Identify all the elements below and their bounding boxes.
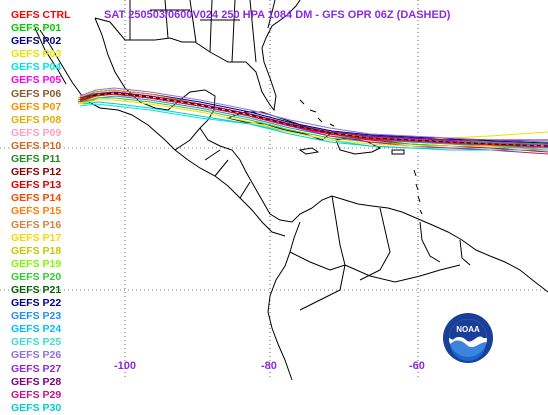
legend-entry: GEFS P01: [11, 22, 62, 35]
baja-california: [34, 27, 67, 85]
legend-entry: GEFS P08: [11, 113, 62, 126]
legend-entry: GEFS P24: [11, 323, 62, 336]
legend-entry: GEFS P23: [11, 310, 62, 323]
legend-entry: GEFS P12: [11, 166, 62, 179]
gfs-operational-contour: [79, 92, 548, 147]
longitude-label: -80: [261, 360, 277, 372]
legend-entry: GEFS P06: [11, 87, 62, 100]
longitude-label: -60: [409, 360, 425, 372]
legend-entry: GEFS P07: [11, 100, 62, 113]
legend-entry: GEFS P17: [11, 231, 62, 244]
legend-entry: GEFS P10: [11, 139, 62, 152]
legend-entry: GEFS P03: [11, 48, 62, 61]
legend-entry: GEFS P02: [11, 35, 62, 48]
legend-entry: GEFS P13: [11, 179, 62, 192]
south-america-coast: [311, 195, 548, 293]
noaa-logo-text: NOAA: [456, 325, 480, 334]
contour-line: [81, 95, 548, 149]
legend-entry: GEFS P30: [11, 401, 62, 414]
legend-entry: GEFS P29: [11, 388, 62, 401]
us-gulf-coast: [94, 0, 301, 112]
contour-line: [79, 91, 548, 141]
legend-entry: GEFS P21: [11, 283, 62, 296]
south-america-pacific: [267, 221, 301, 381]
legend-entry: GEFS P15: [11, 205, 62, 218]
legend-entry: GEFS P28: [11, 375, 62, 388]
noaa-logo: NOAA: [443, 313, 493, 363]
ensemble-contours: [77, 87, 548, 155]
longitude-label: -100: [114, 360, 137, 372]
legend-entry: GEFS P20: [11, 270, 62, 283]
legend-entry: GEFS P16: [11, 218, 62, 231]
legend-entry: GEFS P26: [11, 349, 62, 362]
central-america-borders: [174, 127, 251, 199]
legend-entry: GEFS P11: [11, 153, 61, 166]
legend-entry: GEFS P05: [11, 74, 62, 87]
bahamas: [299, 99, 335, 127]
puerto-rico: [391, 149, 405, 155]
contour-line: [79, 87, 548, 143]
contour-line: [79, 99, 548, 147]
south-america-borders: [289, 195, 471, 311]
jamaica: [298, 147, 320, 155]
legend-entry: GEFS P19: [11, 257, 62, 270]
mexico-pacific-coast: [39, 29, 189, 161]
ensemble-legend: GEFS CTRL GEFS P01 GEFS P02 GEFS P03 GEFS P0…: [11, 9, 71, 415]
contour-line: [83, 101, 548, 151]
legend-entry: GEFS P09: [11, 126, 62, 139]
legend-entry: GEFS P18: [11, 244, 62, 257]
gefs-control-contour: [79, 93, 548, 148]
us-state-borders: [129, 0, 276, 63]
chart-title: SAT 250503/0600V024 250 HPA 1084 DM - GF…: [104, 9, 451, 21]
legend-entry: GEFS P14: [11, 192, 62, 205]
legend-entry: GEFS P04: [11, 61, 62, 74]
contour-line: [77, 95, 548, 141]
legend-entry: GEFS P27: [11, 362, 62, 375]
legend-entry: GEFS CTRL: [11, 9, 71, 21]
lesser-antilles: [413, 169, 423, 215]
legend-entry: GEFS P25: [11, 336, 62, 349]
legend-entry: GEFS P22: [11, 297, 62, 310]
